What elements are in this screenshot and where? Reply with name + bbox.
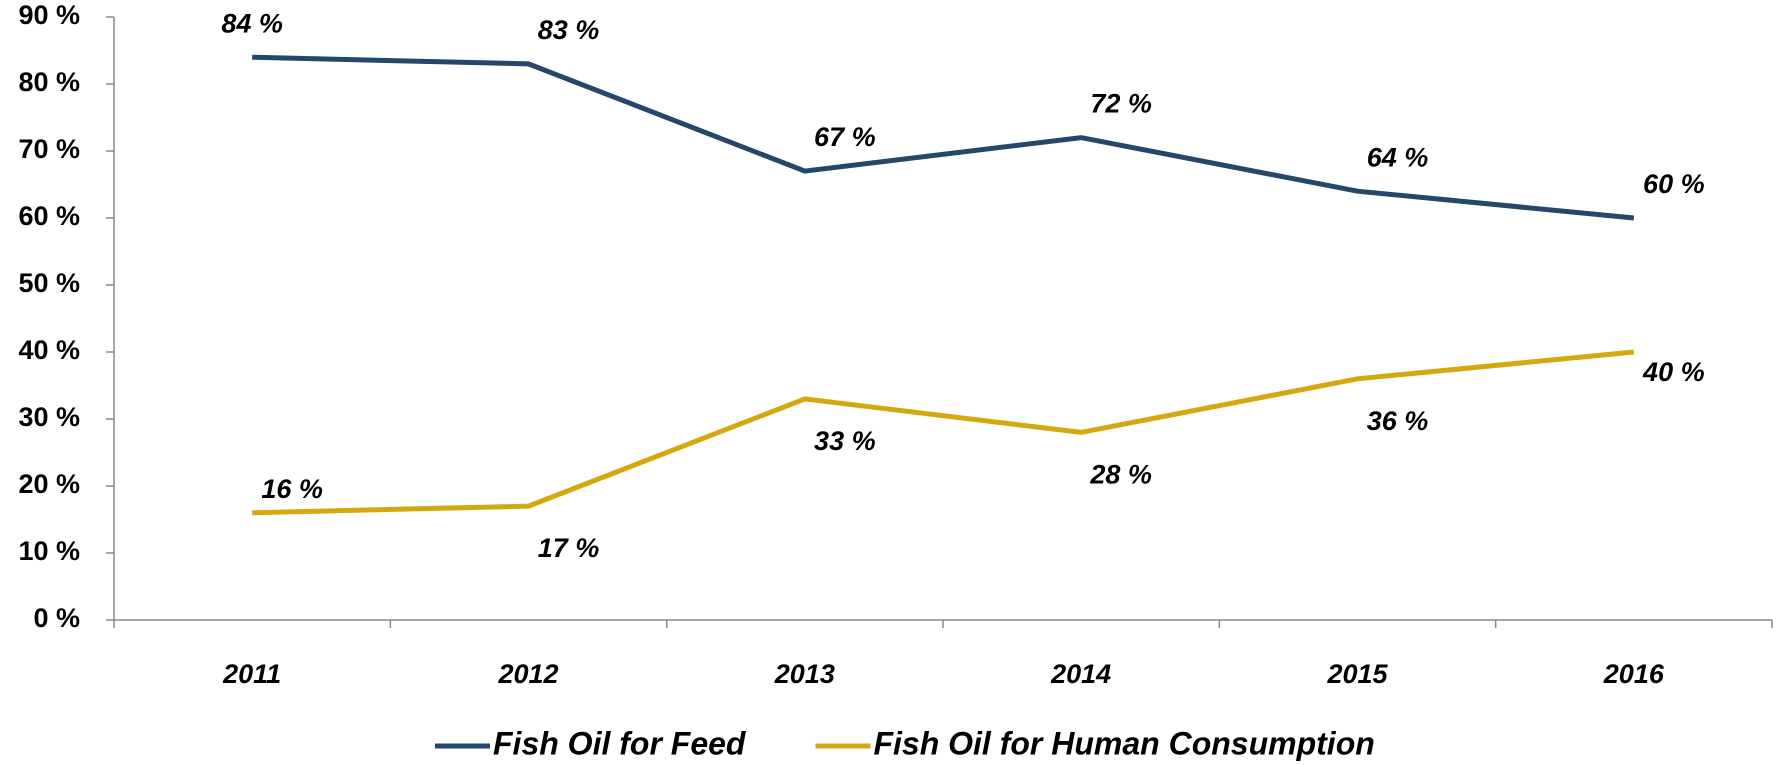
y-tick-label: 50 % (18, 268, 80, 298)
y-tick-label: 60 % (18, 201, 80, 231)
data-label: 17 % (538, 533, 600, 563)
data-label: 60 % (1643, 169, 1705, 199)
data-label: 16 % (261, 474, 323, 504)
data-label: 33 % (814, 426, 876, 456)
x-tick-label: 2012 (497, 659, 558, 689)
y-tick-label: 90 % (18, 0, 80, 30)
data-label: 28 % (1089, 460, 1152, 490)
legend-label: Fish Oil for Human Consumption (873, 725, 1374, 761)
data-label: 64 % (1367, 142, 1429, 172)
x-tick-label: 2011 (222, 659, 281, 689)
y-tick-label: 20 % (18, 469, 80, 499)
y-tick-label: 70 % (18, 134, 80, 164)
series-line (252, 54, 1635, 221)
series-line (252, 349, 1635, 516)
y-tick-label: 0 % (33, 603, 80, 633)
y-tick-label: 80 % (18, 67, 80, 97)
data-label: 83 % (538, 15, 600, 45)
data-label: 84 % (221, 8, 283, 38)
x-tick-label: 2015 (1326, 659, 1388, 689)
data-label: 67 % (814, 122, 876, 152)
y-tick-label: 40 % (18, 335, 80, 365)
x-tick-label: 2014 (1050, 659, 1111, 689)
data-label: 36 % (1367, 406, 1429, 436)
y-tick-label: 10 % (18, 536, 80, 566)
y-tick-label: 30 % (18, 402, 80, 432)
data-label: 40 % (1642, 357, 1705, 387)
x-tick-label: 2013 (774, 659, 835, 689)
x-tick-label: 2016 (1603, 659, 1665, 689)
data-label: 72 % (1090, 89, 1152, 119)
legend-label: Fish Oil for Feed (493, 725, 747, 761)
